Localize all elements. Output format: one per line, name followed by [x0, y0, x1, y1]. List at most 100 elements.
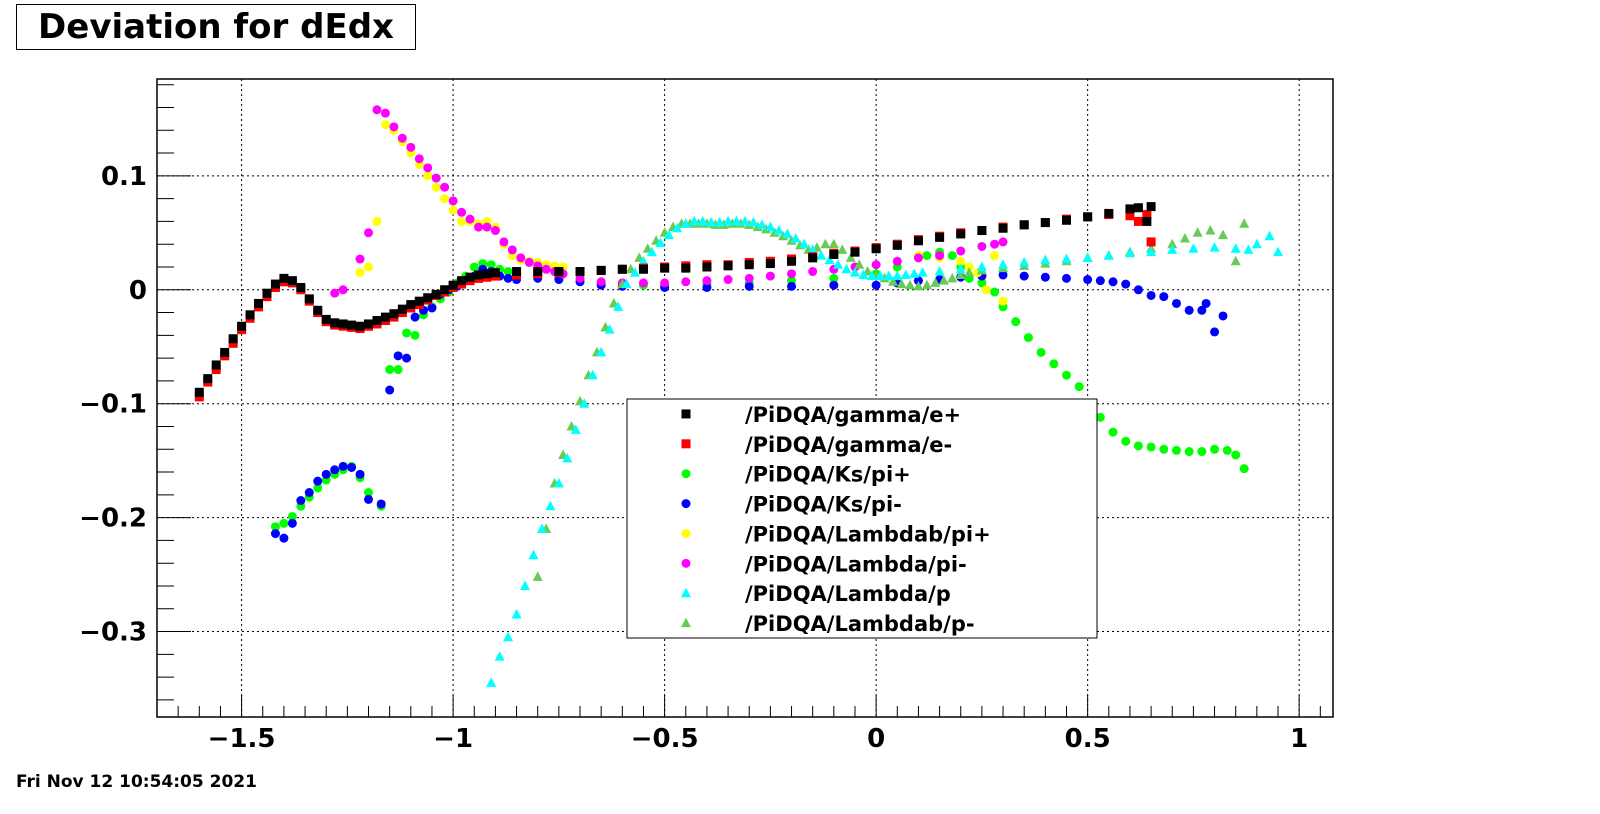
data-point [355, 321, 365, 331]
data-point [1239, 464, 1249, 474]
data-point [900, 269, 911, 279]
data-point [706, 217, 717, 227]
data-point [364, 494, 374, 504]
data-point [1159, 292, 1169, 302]
data-point [638, 255, 649, 266]
data-point [596, 265, 606, 275]
data-point [410, 330, 420, 340]
data-point [330, 318, 340, 328]
data-point [402, 353, 412, 363]
data-point [1209, 242, 1220, 252]
data-point [287, 518, 297, 528]
data-point [321, 314, 331, 324]
data-point [380, 120, 390, 130]
data-point [494, 651, 505, 661]
data-point [1142, 210, 1152, 220]
data-point [1074, 382, 1084, 392]
data-point [913, 276, 923, 286]
data-point [849, 267, 860, 277]
data-point [1239, 218, 1250, 228]
data-point [744, 281, 754, 291]
data-point [380, 108, 390, 118]
data-point [723, 261, 733, 271]
data-point [765, 259, 775, 269]
data-point [934, 266, 945, 276]
data-point [1179, 233, 1190, 243]
data-point [1082, 252, 1093, 262]
data-point [372, 316, 382, 326]
y-tick-label: −0.3 [79, 618, 147, 648]
data-point [660, 278, 670, 288]
data-point [528, 549, 539, 560]
data-point [956, 229, 966, 239]
data-point [638, 264, 648, 274]
data-point [1197, 447, 1207, 457]
data-point [355, 254, 365, 264]
data-point [554, 267, 564, 277]
data-point [482, 269, 492, 279]
data-point [820, 238, 831, 249]
data-point [465, 272, 475, 282]
data-point [1142, 216, 1152, 226]
data-point [1167, 238, 1178, 249]
data-point [799, 238, 810, 249]
data-point [304, 294, 314, 304]
data-point [744, 260, 754, 270]
data-point [338, 319, 348, 329]
data-point [837, 244, 848, 254]
data-point [296, 496, 306, 506]
data-point [228, 334, 238, 344]
chart-title: Deviation for dEdx [16, 4, 416, 50]
data-point [364, 228, 374, 238]
data-point [909, 268, 920, 278]
data-point [773, 225, 784, 235]
data-point [1061, 215, 1071, 225]
x-tick-label: −0.5 [631, 724, 699, 754]
data-point [765, 221, 776, 232]
data-point [372, 105, 382, 115]
data-point [270, 529, 280, 539]
legend: /PiDQA/gamma/e+ /PiDQA/gamma/e- /PiDQA/Ks/… [626, 398, 1098, 639]
data-point [858, 269, 869, 279]
data-point [947, 251, 957, 261]
data-point [990, 239, 1000, 249]
data-point [680, 218, 691, 228]
data-point [990, 287, 1000, 297]
series-6 [486, 215, 1284, 687]
data-point [998, 270, 1008, 280]
legend-label: /PiDQA/Ks/pi+ [745, 463, 911, 487]
data-point [829, 273, 839, 283]
data-point [570, 424, 581, 434]
data-point [279, 273, 289, 283]
data-point [414, 296, 424, 306]
data-point [1061, 273, 1071, 283]
data-point [808, 267, 818, 277]
data-point [364, 262, 374, 272]
data-point [947, 272, 958, 283]
data-point [1192, 227, 1203, 237]
data-point [397, 133, 407, 143]
data-point [660, 263, 670, 273]
data-point [977, 241, 987, 251]
legend-marker [681, 528, 691, 538]
data-point [714, 217, 725, 227]
data-point [1133, 285, 1143, 295]
data-point [1049, 359, 1059, 369]
data-point [1146, 237, 1156, 247]
data-point [427, 303, 437, 313]
data-point [1222, 445, 1232, 455]
data-point [596, 277, 606, 287]
data-point [841, 263, 852, 274]
data-point [457, 207, 467, 217]
data-point [663, 229, 674, 240]
data-point [613, 301, 624, 311]
data-point [871, 280, 881, 290]
data-point [1061, 253, 1072, 264]
data-point [536, 523, 547, 534]
data-point [702, 262, 712, 272]
data-point [287, 276, 297, 286]
data-point [1231, 450, 1241, 460]
data-point [431, 289, 441, 299]
data-point [638, 278, 648, 288]
data-point [938, 275, 949, 285]
